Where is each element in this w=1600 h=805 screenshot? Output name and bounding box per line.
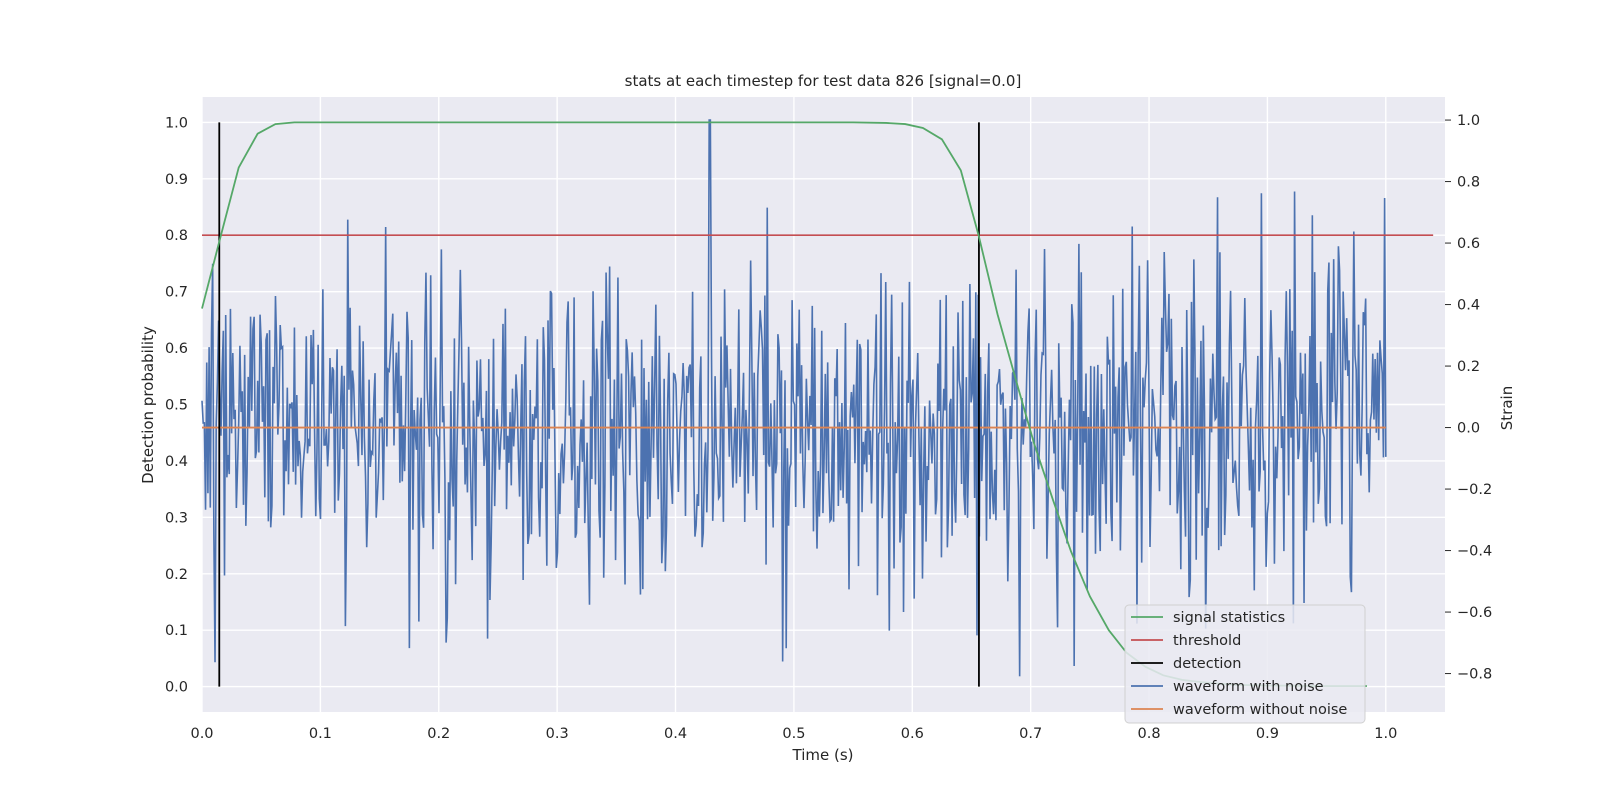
y-left-tick-label: 0.1	[165, 623, 188, 639]
y-right-tick-label: 0.0	[1457, 421, 1480, 437]
y-right-tick-label: 1.0	[1457, 113, 1480, 129]
y-right-tick-label: −0.6	[1457, 605, 1492, 621]
y-left-tick-label: 0.3	[165, 510, 188, 526]
y-right-tick-label: −0.4	[1457, 544, 1492, 560]
y-right-tick-label: 0.4	[1457, 298, 1480, 314]
legend: signal statistics threshold detection wa…	[1124, 604, 1366, 724]
x-axis-label: Time (s)	[792, 746, 854, 764]
x-tick-label: 1.0	[1374, 726, 1397, 742]
legend-label-signal-statistics: signal statistics	[1173, 610, 1285, 626]
x-axis-ticks: 0.0 0.1 0.2 0.3 0.4 0.5 0.6 0.7 0.8 0.9 1.0	[190, 726, 1397, 742]
y-left-tick-label: 0.4	[165, 454, 188, 470]
y-right-tick-label: 0.6	[1457, 236, 1480, 252]
y-right-tick-label: 0.2	[1457, 359, 1480, 375]
x-tick-label: 0.2	[427, 726, 450, 742]
legend-label-detection: detection	[1173, 656, 1241, 672]
x-tick-label: 0.5	[782, 726, 805, 742]
y-left-tick-label: 0.2	[165, 567, 188, 583]
x-tick-label: 0.3	[546, 726, 569, 742]
x-tick-label: 0.6	[901, 726, 924, 742]
x-tick-label: 0.9	[1256, 726, 1279, 742]
y-left-tick-label: 1.0	[165, 115, 188, 131]
chart-title: stats at each timestep for test data 826…	[625, 72, 1022, 90]
x-tick-label: 0.7	[1019, 726, 1042, 742]
y-right-tick-label: 0.8	[1457, 175, 1480, 191]
legend-label-waveform-with-noise: waveform with noise	[1173, 679, 1324, 695]
y-left-tick-label: 0.9	[165, 172, 188, 188]
y-right-tick-label: −0.8	[1457, 667, 1492, 683]
y-left-tick-label: 0.0	[165, 680, 188, 696]
y-axis-left-ticks: 0.0 0.1 0.2 0.3 0.4 0.5 0.6 0.7 0.8 0.9 1.0	[165, 115, 188, 695]
legend-label-waveform-without-noise: waveform without noise	[1173, 702, 1347, 718]
series-waveform-with-noise	[201, 119, 1387, 677]
y-left-tick-label: 0.5	[165, 398, 188, 414]
x-tick-label: 0.1	[309, 726, 332, 742]
x-tick-label: 0.0	[190, 726, 213, 742]
y-left-tick-label: 0.6	[165, 341, 188, 357]
y-axis-right-label: Strain	[1498, 386, 1516, 430]
x-tick-label: 0.8	[1138, 726, 1161, 742]
legend-label-threshold: threshold	[1173, 633, 1241, 649]
y-right-tick-label: −0.2	[1457, 482, 1492, 498]
y-axis-left-label: Detection probability	[139, 326, 157, 484]
y-left-tick-label: 0.8	[165, 228, 188, 244]
y-left-tick-label: 0.7	[165, 285, 188, 301]
legend-box	[1124, 604, 1366, 724]
x-tick-label: 0.4	[664, 726, 687, 742]
y-axis-right-ticks: −0.8 −0.6 −0.4 −0.2 0.0 0.2 0.4 0.6 0.8 1.0	[1445, 113, 1492, 683]
